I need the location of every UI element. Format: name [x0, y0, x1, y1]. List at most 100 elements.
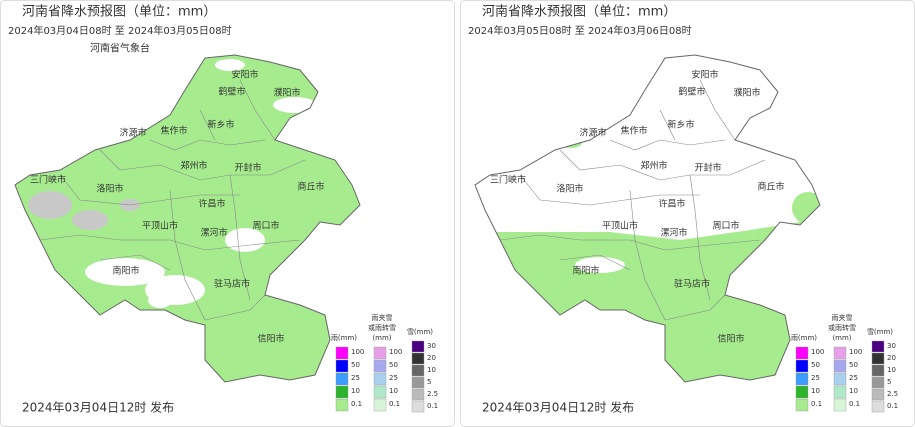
city-label: 洛阳市	[96, 183, 123, 195]
legend-label: 10	[351, 387, 360, 395]
legend-swatch	[411, 376, 425, 389]
city-border	[499, 234, 761, 251]
release-time: 2024年03月04日12时 发布	[482, 400, 634, 415]
legend-swatch	[411, 340, 425, 353]
legend-swatch	[833, 372, 847, 386]
time-range: 2024年03月04日08时 至 2024年03月05日08时	[8, 24, 232, 37]
legend-label: 0.1	[351, 400, 362, 408]
panel: 河南省降水预报图（单位：mm） 2024年03月04日08时 至 2024年03月…	[0, 0, 455, 427]
legend-label: 10	[811, 387, 820, 395]
city-label: 濮阳市	[273, 87, 300, 99]
legend-swatch	[373, 372, 387, 386]
legend-label: 0.1	[887, 402, 898, 410]
legend-label: 10	[887, 366, 896, 374]
city-border	[609, 139, 726, 151]
legend-label: 0.1	[427, 402, 438, 410]
legend-title: 雪(mm)	[407, 328, 433, 336]
city-label: 濮阳市	[733, 87, 760, 99]
city-label: 周口市	[252, 220, 279, 232]
city-label: 信阳市	[257, 333, 284, 345]
legend-label: 50	[389, 361, 398, 369]
legend-swatch	[335, 398, 349, 412]
city-label: 三门峡市	[30, 174, 66, 186]
legend-swatch	[871, 364, 885, 377]
legend-label: 25	[351, 374, 360, 382]
legend-label: 2.5	[427, 390, 438, 398]
legend-label: 30	[887, 342, 896, 350]
city-label: 开封市	[234, 162, 261, 174]
legend-swatch	[795, 359, 809, 373]
legend-swatch	[833, 385, 847, 399]
legend-label: 10	[849, 387, 858, 395]
city-label: 济源市	[119, 127, 146, 139]
city-label: 漯河市	[200, 227, 227, 239]
legend-label: 100	[849, 348, 862, 356]
legend-title: (mm)	[372, 334, 391, 342]
legend-swatch	[833, 346, 847, 360]
city-label: 郑州市	[640, 160, 667, 172]
city-border	[59, 174, 240, 206]
legend-swatch	[871, 376, 885, 389]
city-label: 漯河市	[660, 227, 687, 239]
city-label: 许昌市	[198, 198, 225, 210]
legend-label: 20	[427, 354, 436, 362]
legend-swatch	[871, 340, 885, 353]
legend-label: 100	[389, 348, 402, 356]
legend-swatch	[795, 398, 809, 412]
city-border	[149, 139, 266, 151]
legend-swatch	[335, 359, 349, 373]
legend-title: 雨(mm)	[791, 334, 817, 342]
city-label: 商丘市	[757, 181, 784, 193]
no-rain-patch	[85, 258, 165, 286]
city-label: 安阳市	[231, 69, 258, 81]
city-border	[229, 174, 251, 301]
legend-title: 或雨转雪	[828, 323, 856, 332]
legend-label: 0.1	[811, 400, 822, 408]
no-rain-patch	[273, 97, 317, 113]
city-border	[39, 234, 301, 251]
legend-swatch	[795, 372, 809, 386]
city-label: 焦作市	[620, 125, 647, 137]
legend-swatch	[335, 346, 349, 360]
city-border	[204, 294, 266, 321]
legend-label: 20	[887, 354, 896, 362]
time-range: 2024年03月05日08时 至 2024年03月06日08时	[468, 24, 692, 37]
legend-swatch	[871, 352, 885, 365]
city-label: 鹤壁市	[218, 86, 245, 98]
legend-swatch	[373, 398, 387, 412]
panel: 河南省降水预报图（单位：mm） 2024年03月05日08时 至 2024年03月…	[460, 0, 915, 427]
city-label: 驻马店市	[214, 278, 250, 290]
city-label: 周口市	[712, 220, 739, 232]
legend-swatch	[795, 385, 809, 399]
city-label: 平顶山市	[602, 220, 638, 232]
city-border	[99, 254, 171, 271]
legend-swatch	[411, 352, 425, 365]
legend-title: 或雨转雪	[368, 323, 396, 332]
legend-label: 50	[811, 361, 820, 369]
legend-swatch	[833, 398, 847, 412]
legend-swatch	[411, 400, 425, 413]
legend-label: 5	[427, 378, 431, 386]
legend-label: 25	[849, 374, 858, 382]
legend-label: 0.1	[849, 400, 860, 408]
city-label: 安阳市	[691, 69, 718, 81]
legend-label: 100	[811, 348, 824, 356]
city-label: 信阳市	[717, 333, 744, 345]
legend-label: 50	[849, 361, 858, 369]
legend-title: (mm)	[832, 334, 851, 342]
city-border	[99, 149, 306, 181]
city-label: 郑州市	[180, 160, 207, 172]
city-border	[659, 79, 736, 141]
legend-label: 100	[351, 348, 364, 356]
legend-label: 10	[427, 366, 436, 374]
city-label: 许昌市	[658, 198, 685, 210]
city-label: 鹤壁市	[678, 86, 705, 98]
legend-label: 50	[351, 361, 360, 369]
no-rain-patch	[148, 292, 172, 308]
legend-swatch	[335, 372, 349, 386]
no-rain-patch	[215, 59, 245, 71]
city-border	[169, 189, 206, 321]
legend-label: 2.5	[887, 390, 898, 398]
city-label: 三门峡市	[490, 174, 526, 186]
